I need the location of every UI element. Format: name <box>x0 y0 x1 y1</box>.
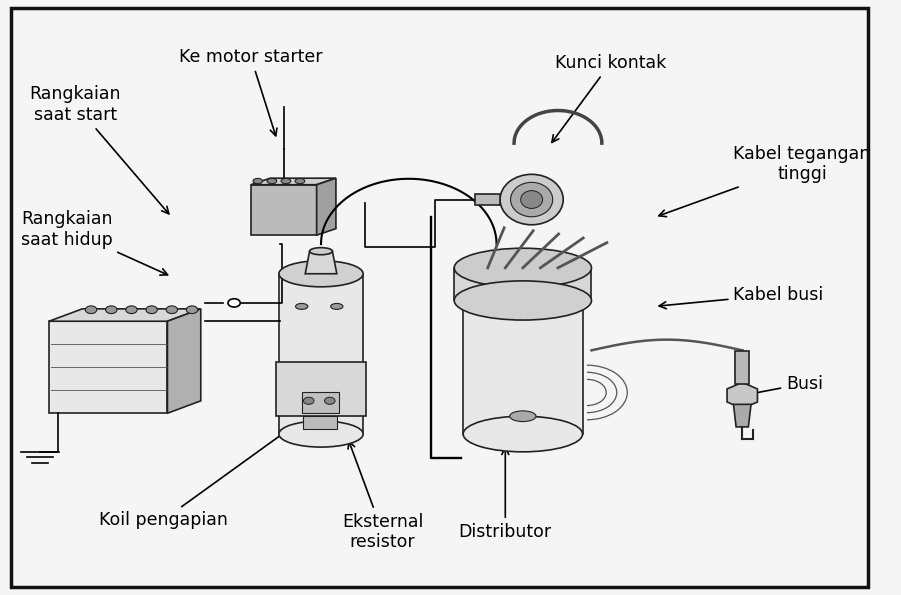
Polygon shape <box>733 405 751 427</box>
Polygon shape <box>305 251 337 274</box>
Ellipse shape <box>279 261 363 287</box>
Text: Busi: Busi <box>747 375 824 397</box>
Ellipse shape <box>454 248 591 287</box>
Ellipse shape <box>86 306 96 314</box>
Ellipse shape <box>463 416 583 452</box>
Bar <box>302 393 339 414</box>
Polygon shape <box>316 178 336 235</box>
Ellipse shape <box>105 306 117 314</box>
Text: Rangkaian
saat start: Rangkaian saat start <box>30 85 168 214</box>
Ellipse shape <box>463 277 583 312</box>
Ellipse shape <box>310 248 332 255</box>
Text: Kabel busi: Kabel busi <box>660 286 824 309</box>
Ellipse shape <box>166 306 177 314</box>
Polygon shape <box>49 321 168 414</box>
Polygon shape <box>727 383 758 409</box>
Polygon shape <box>250 184 316 235</box>
Text: Eksternal
resistor: Eksternal resistor <box>341 441 423 552</box>
Ellipse shape <box>187 306 197 314</box>
Circle shape <box>304 397 314 405</box>
Text: Kabel tegangan
tinggi: Kabel tegangan tinggi <box>659 145 870 217</box>
Ellipse shape <box>267 178 277 184</box>
Bar <box>304 416 337 429</box>
Ellipse shape <box>253 178 263 184</box>
Bar <box>454 268 591 300</box>
Polygon shape <box>49 309 201 321</box>
Bar <box>463 295 583 434</box>
Text: Ke motor starter: Ke motor starter <box>179 48 323 136</box>
Ellipse shape <box>454 281 591 320</box>
Text: Distributor: Distributor <box>459 447 552 541</box>
Ellipse shape <box>296 178 305 184</box>
Ellipse shape <box>146 306 158 314</box>
Polygon shape <box>475 193 500 205</box>
Ellipse shape <box>331 303 343 309</box>
Text: Koil pengapian: Koil pengapian <box>98 428 291 529</box>
Circle shape <box>228 299 241 307</box>
Polygon shape <box>250 178 336 184</box>
Bar <box>277 362 366 416</box>
Text: Rangkaian
saat hidup: Rangkaian saat hidup <box>21 210 168 275</box>
Ellipse shape <box>281 178 291 184</box>
Ellipse shape <box>511 182 552 217</box>
Polygon shape <box>168 309 201 414</box>
Bar <box>735 351 750 384</box>
Ellipse shape <box>500 174 563 225</box>
Ellipse shape <box>296 303 308 309</box>
Ellipse shape <box>521 190 542 208</box>
Ellipse shape <box>279 421 363 447</box>
Text: Kunci kontak: Kunci kontak <box>552 54 666 142</box>
Bar <box>279 274 363 434</box>
Circle shape <box>324 397 335 405</box>
Ellipse shape <box>510 411 536 422</box>
Ellipse shape <box>126 306 137 314</box>
